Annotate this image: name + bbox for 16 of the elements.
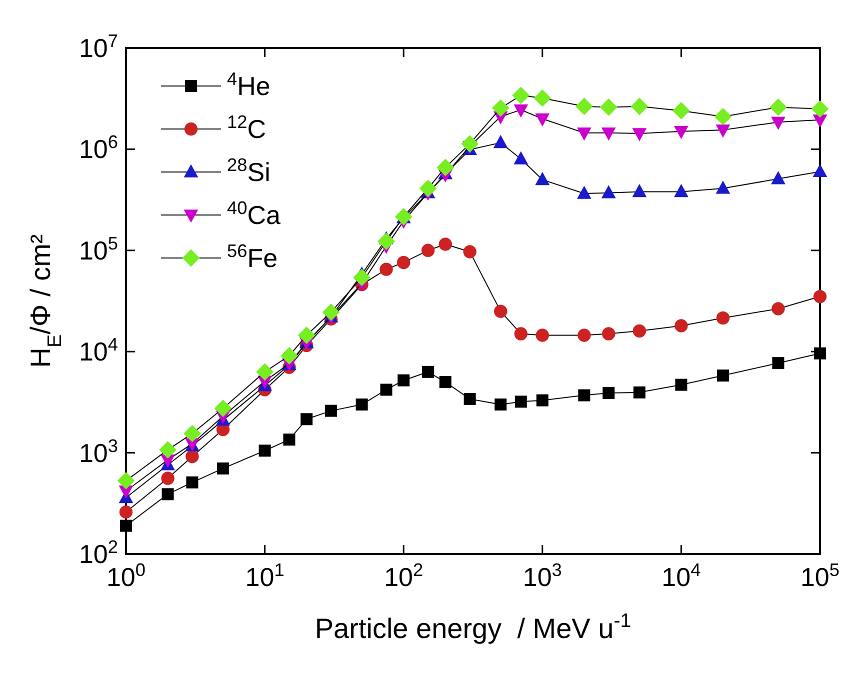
legend-label: $^{56}$Fe (227, 241, 278, 273)
y-tick-label: 10$^{4}$ (78, 334, 118, 367)
y-tick-label: 10$^{5}$ (78, 233, 118, 266)
y-tick-label: 10$^{6}$ (78, 132, 118, 164)
legend-label: $^{40}$Ca (227, 198, 282, 230)
y-tick-label: 10$^{7}$ (78, 31, 118, 63)
legend-label: $^{28}$Si (227, 155, 270, 187)
x-tick-label: 10$^{2}$ (384, 560, 424, 592)
x-tick-label: 10$^{4}$ (662, 560, 701, 592)
x-tick-label: 10$^{1}$ (245, 560, 284, 592)
x-axis-title: Particle energy / MeV u$^{-1}$ (314, 610, 632, 644)
legend-label: $^{12}$C (227, 112, 266, 144)
y-tick-label: 10$^{3}$ (78, 436, 118, 468)
legend-label: $^{4}$He (227, 69, 270, 101)
x-tick-label: 10$^{3}$ (522, 560, 562, 592)
x-tick-label: 10$^{5}$ (800, 560, 840, 592)
